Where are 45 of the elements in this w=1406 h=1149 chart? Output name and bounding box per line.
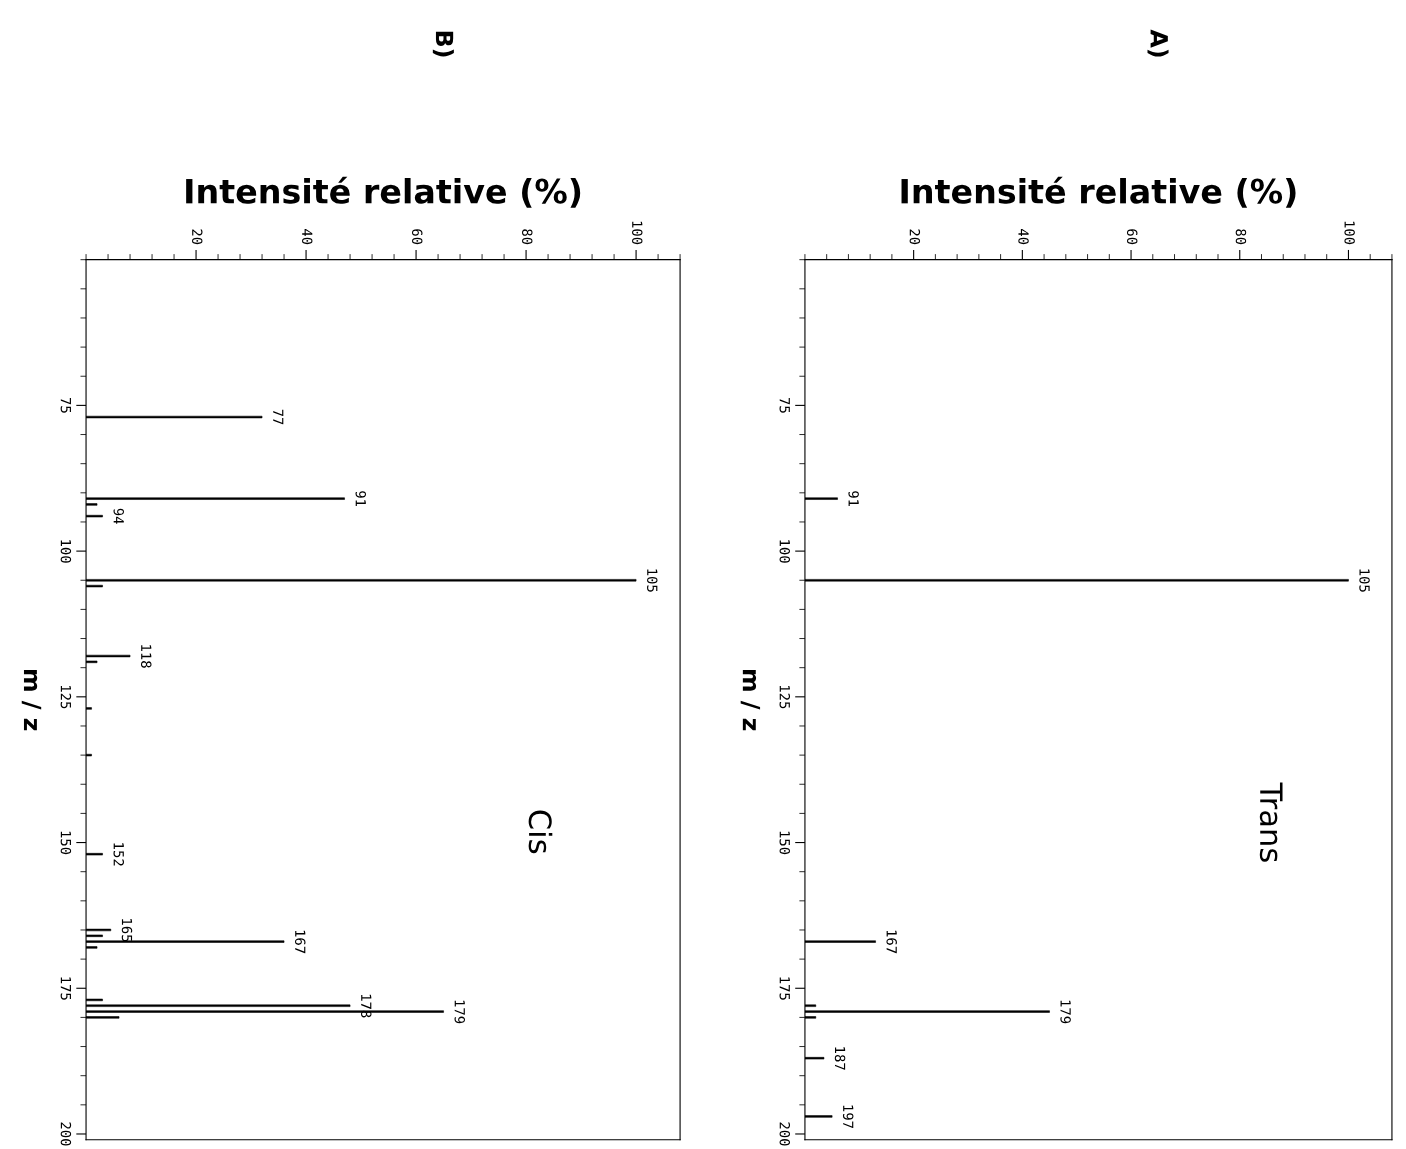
x-tick-label: 100: [1344, 221, 1355, 245]
annotation: 94: [113, 508, 124, 524]
annotation: 152: [113, 843, 124, 866]
annotation: 165: [121, 919, 133, 942]
y-tick-label: 75: [779, 397, 790, 413]
annotation: 179: [454, 1000, 466, 1024]
annotation: 118: [140, 645, 152, 668]
annotation: 105: [1359, 569, 1370, 592]
x-tick-label: 60: [412, 229, 423, 245]
annotation: Cis: [528, 810, 553, 854]
y-tick-label: 175: [60, 977, 71, 1000]
annotation: 179: [1060, 1000, 1071, 1024]
y-tick-label: 75: [60, 397, 71, 413]
annotation: 77: [273, 409, 284, 425]
annotation: 167: [295, 930, 306, 954]
annotation: 167: [886, 930, 897, 954]
y-tick-label: 200: [779, 1122, 791, 1146]
y-tick-label: 175: [779, 977, 790, 1000]
annotation: Trans: [1259, 782, 1283, 862]
y-tick-label: 125: [60, 685, 72, 709]
x-tick-label: 40: [1018, 229, 1029, 245]
annotation: 91: [355, 491, 367, 507]
x-tick-label: 80: [522, 229, 533, 245]
annotation: 105: [647, 569, 658, 592]
x-tick-label: 20: [909, 229, 921, 245]
chart-title: A): [1147, 29, 1169, 57]
y-tick-label: 100: [779, 540, 791, 563]
y-tick-label: 100: [60, 540, 72, 563]
x-axis-title: Intensité relative (%): [901, 176, 1296, 208]
x-axis-title: Intensité relative (%): [186, 176, 581, 208]
annotation: 91: [848, 491, 859, 507]
annotation: 197: [842, 1105, 854, 1128]
y-tick-label: 125: [779, 685, 791, 709]
y-tick-label: 200: [60, 1122, 72, 1146]
x-tick-label: 40: [301, 229, 313, 245]
annotation: 187: [834, 1047, 846, 1070]
y-tick-label: 150: [779, 831, 791, 855]
x-tick-label: 80: [1235, 229, 1247, 245]
x-tick-label: 100: [632, 221, 643, 245]
chart-title: B): [432, 31, 454, 57]
x-tick-label: 20: [191, 229, 203, 245]
y-axis-title: m / z: [21, 669, 42, 731]
y-axis-title: m / z: [740, 669, 761, 731]
y-tick-label: 150: [60, 831, 72, 855]
x-tick-label: 60: [1126, 229, 1138, 245]
